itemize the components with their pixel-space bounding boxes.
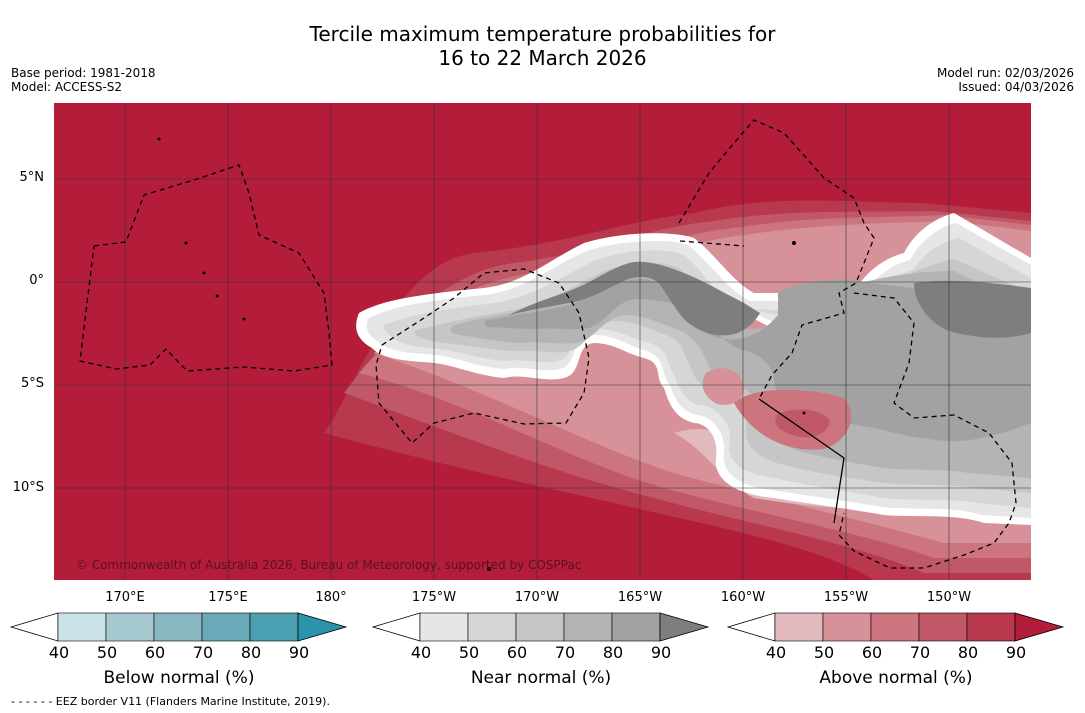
below-tick: 40 xyxy=(48,643,70,662)
below-cbar-segment xyxy=(105,612,155,642)
eez-line-link xyxy=(679,240,745,247)
island xyxy=(792,241,796,245)
lon-label-160w: 160°W xyxy=(720,590,766,605)
above-tick: 60 xyxy=(861,643,883,662)
above-inset-inner xyxy=(775,409,830,438)
model-name: Model: ACCESS-S2 xyxy=(11,80,123,94)
below-tick: 80 xyxy=(240,643,262,662)
eez-footnote: - - - - - - EEZ border V11 (Flanders Mar… xyxy=(11,695,330,708)
near-tick: 90 xyxy=(650,643,672,662)
base-period: Base period: 1981-2018 xyxy=(11,66,156,80)
below-cbar-segment xyxy=(57,612,107,642)
below-tick: 90 xyxy=(288,643,310,662)
island xyxy=(157,137,161,141)
above-cbar-segment xyxy=(918,612,968,642)
lon-label-165w: 165°W xyxy=(617,590,663,605)
near-cbar-segment xyxy=(467,612,517,642)
below-cbar-low-extend xyxy=(10,612,59,642)
near-cbar-segment xyxy=(611,612,661,642)
near-cbar-low-extend xyxy=(372,612,421,642)
lon-label-175w: 175°W xyxy=(411,590,457,605)
lat-label-5n: 5°N xyxy=(19,170,45,185)
above-inset-small xyxy=(702,368,744,405)
eez-solid-border xyxy=(758,398,845,524)
lat-label-5s: 5°S xyxy=(20,376,44,391)
lon-label-170w: 170°W xyxy=(514,590,560,605)
lon-label-150w: 150°W xyxy=(926,590,972,605)
island xyxy=(487,567,491,571)
probability-map: © Commonwealth of Australia 2026, Bureau… xyxy=(54,103,1031,580)
near-tick: 80 xyxy=(602,643,624,662)
near-max-patch-east xyxy=(914,280,1031,338)
above-cbar-segment xyxy=(966,612,1016,642)
lat-label-0: 0° xyxy=(29,273,44,288)
island xyxy=(242,317,246,321)
above-tick: 90 xyxy=(1005,643,1027,662)
lat-label-10s: 10°S xyxy=(12,480,44,495)
above-cbar-high-extend xyxy=(1014,612,1065,642)
title-line-1: Tercile maximum temperature probabilitie… xyxy=(309,22,776,46)
island xyxy=(802,411,806,415)
lon-label-155w: 155°W xyxy=(823,590,869,605)
near-normal-label: Near normal (%) xyxy=(470,668,612,688)
below-tick: 50 xyxy=(96,643,118,662)
near-cbar-segment xyxy=(515,612,565,642)
below-tick: 60 xyxy=(144,643,166,662)
chart-title: Tercile maximum temperature probabilitie… xyxy=(0,22,1085,70)
lon-label-180: 180° xyxy=(315,590,347,605)
title-line-2: 16 to 22 March 2026 xyxy=(438,46,647,70)
eez-howland xyxy=(375,268,590,444)
near-tick: 40 xyxy=(410,643,432,662)
near-cbar-segment xyxy=(419,612,469,642)
map-svg: © Commonwealth of Australia 2026, Bureau… xyxy=(54,103,1031,580)
above-cbar-segment xyxy=(870,612,920,642)
above-normal-label: Above normal (%) xyxy=(819,668,973,688)
below-cbar-segment xyxy=(201,612,251,642)
below-cbar-segment xyxy=(153,612,203,642)
colorbar-above xyxy=(727,612,1065,642)
lon-label-170e: 170°E xyxy=(105,590,145,605)
above-tick: 80 xyxy=(957,643,979,662)
above-tick: 50 xyxy=(813,643,835,662)
near-cbar-high-extend xyxy=(659,612,710,642)
near-max-patch xyxy=(509,261,760,336)
meta-left: Base period: 1981-2018 Model: ACCESS-S2 xyxy=(11,66,156,94)
below-normal-label: Below normal (%) xyxy=(103,668,255,688)
issued-date: Issued: 04/03/2026 xyxy=(958,80,1074,94)
eez-borders xyxy=(79,119,1017,569)
eez-kiribati-east xyxy=(678,119,875,400)
near-tick: 70 xyxy=(554,643,576,662)
island xyxy=(215,294,219,298)
near-tick: 60 xyxy=(506,643,528,662)
below-tick: 70 xyxy=(192,643,214,662)
colorbar-near xyxy=(372,612,710,642)
eez-cook xyxy=(838,292,1017,569)
near-cbar-segment xyxy=(563,612,613,642)
above-cbar-segment xyxy=(822,612,872,642)
above-tick: 40 xyxy=(765,643,787,662)
above-cbar-segment xyxy=(774,612,824,642)
island xyxy=(202,271,206,275)
meta-right: Model run: 02/03/2026 Issued: 04/03/2026 xyxy=(937,66,1074,94)
islands xyxy=(157,137,806,571)
above-tick: 70 xyxy=(909,643,931,662)
island xyxy=(184,241,188,245)
near-tick: 50 xyxy=(458,643,480,662)
lon-label-175e: 175°E xyxy=(208,590,248,605)
graticule xyxy=(54,103,1031,580)
below-cbar-segment xyxy=(249,612,299,642)
model-run: Model run: 02/03/2026 xyxy=(936,66,1074,80)
above-cbar-low-extend xyxy=(727,612,776,642)
below-cbar-high-extend xyxy=(297,612,348,642)
copyright-credit: © Commonwealth of Australia 2026, Bureau… xyxy=(76,558,581,572)
colorbar-below xyxy=(10,612,348,642)
